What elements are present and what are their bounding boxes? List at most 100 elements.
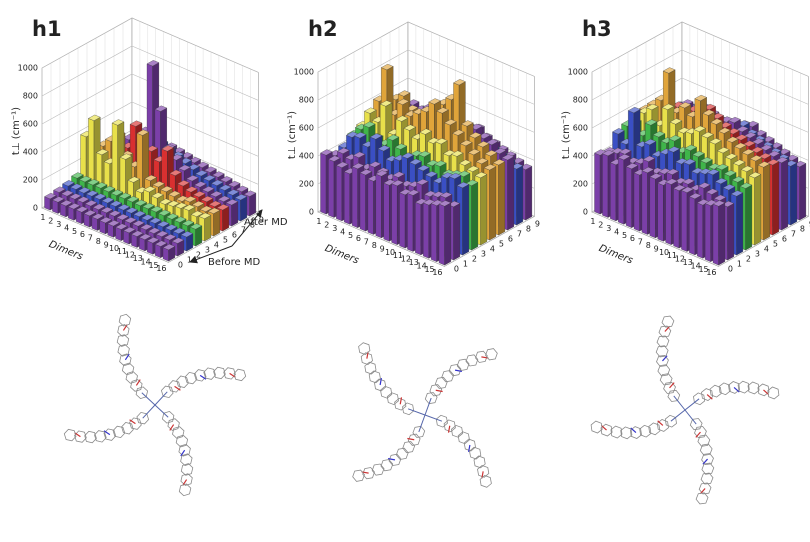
bar-front (674, 188, 680, 248)
bar-side (728, 203, 734, 260)
z-axis-label: t⊥ (cm⁻¹) (561, 111, 572, 159)
depth-tick-label: 1 (463, 259, 468, 268)
ring (748, 382, 759, 394)
ring (204, 368, 216, 380)
depth-tick-label: 5 (773, 239, 778, 248)
bar-front (689, 197, 695, 255)
bar-front (431, 203, 437, 261)
bond (425, 398, 431, 415)
bar-side (499, 162, 505, 236)
bar-side (508, 157, 514, 231)
figure: After MD Before MD h102004006008001000t⊥… (0, 0, 810, 542)
ring (452, 425, 463, 437)
z-tick-label: 0 (33, 204, 38, 213)
bar-side (463, 184, 469, 255)
depth-tick-label: 2 (472, 254, 477, 263)
depth-tick-label: 4 (764, 244, 769, 253)
bar-side (454, 203, 460, 260)
x-tick-label: 16 (156, 264, 166, 273)
x-tick-label: 5 (622, 231, 627, 240)
z-tick-label: 800 (299, 96, 314, 105)
x-tick-label: 7 (364, 238, 369, 247)
z-tick-label: 400 (299, 152, 314, 161)
x-tick-label: 3 (606, 224, 611, 233)
z-tick-label: 800 (573, 96, 588, 105)
depth-tick-label: 2 (746, 254, 751, 263)
x-tick-label: 3 (56, 220, 61, 229)
x-axis-label: Dimers (47, 239, 84, 263)
bar (713, 201, 725, 266)
bar-front (392, 184, 398, 245)
x-tick-label: 4 (614, 227, 619, 236)
depth-tick-label: 3 (481, 249, 486, 258)
depth-tick-label: 4 (490, 244, 495, 253)
x-tick-label: 2 (598, 221, 603, 230)
molecule (64, 314, 245, 495)
molecule (591, 316, 779, 504)
z-tick-label: 800 (23, 92, 38, 101)
panel-title: h2 (308, 17, 338, 41)
ring (387, 393, 398, 405)
z-tick-label: 1000 (568, 68, 588, 77)
bar-side (791, 163, 797, 225)
depth-tick-label: 0 (728, 264, 733, 273)
bar-front (681, 190, 687, 251)
bar-front (697, 203, 703, 258)
bar-side (719, 203, 725, 265)
bar-front (634, 173, 640, 231)
ring (656, 346, 668, 357)
x-tick-label: 1 (40, 213, 45, 222)
z-tick-label: 600 (299, 124, 314, 133)
ring (85, 431, 97, 443)
depth-tick-label: 9 (535, 219, 540, 228)
bar-front (705, 203, 711, 261)
molecule (353, 343, 498, 488)
depth-tick-label: 7 (517, 229, 522, 238)
ring (234, 369, 246, 381)
bar-side (746, 185, 752, 250)
z-tick-label: 1000 (294, 68, 314, 77)
x-tick-label: 9 (380, 244, 385, 253)
ring (436, 415, 447, 427)
x-tick-label: 4 (340, 227, 345, 236)
depth-tick-label: 7 (241, 225, 246, 234)
depth-tick-label: 1 (187, 255, 192, 264)
ring (369, 371, 380, 383)
ring (181, 464, 193, 476)
bond (419, 415, 425, 432)
bar-front (352, 167, 358, 228)
bar-front (610, 163, 616, 221)
x-tick-label: 8 (96, 237, 101, 246)
bar-side (764, 164, 770, 240)
x-tick-label: 16 (432, 268, 442, 277)
x-tick-label: 5 (348, 231, 353, 240)
depth-tick-label: 5 (499, 239, 504, 248)
bar-side (517, 166, 523, 226)
bar-side (214, 210, 220, 236)
bond (671, 410, 685, 421)
x-tick-label: 2 (48, 217, 53, 226)
depth-tick-label: 8 (800, 224, 805, 233)
x-tick-label: 5 (72, 227, 77, 236)
z-tick-label: 400 (23, 148, 38, 157)
x-tick-label: 16 (706, 268, 716, 277)
bar-front (618, 158, 624, 225)
bar-front (400, 193, 406, 249)
ring (396, 448, 408, 459)
ring (457, 359, 469, 370)
x-tick-label: 1 (590, 217, 595, 226)
x-tick-label: 8 (646, 241, 651, 250)
ring (403, 442, 415, 453)
bond (685, 410, 696, 424)
bar-front (376, 174, 382, 238)
bar-front (642, 171, 648, 235)
bar-side (782, 159, 788, 230)
depth-tick-label: 3 (755, 249, 760, 258)
z-tick-label: 200 (299, 180, 314, 189)
depth-tick-label: 6 (508, 234, 513, 243)
ring (738, 381, 749, 393)
bar-front (415, 202, 421, 255)
ring (403, 403, 414, 415)
ring (435, 377, 447, 388)
bar-front (713, 204, 719, 265)
